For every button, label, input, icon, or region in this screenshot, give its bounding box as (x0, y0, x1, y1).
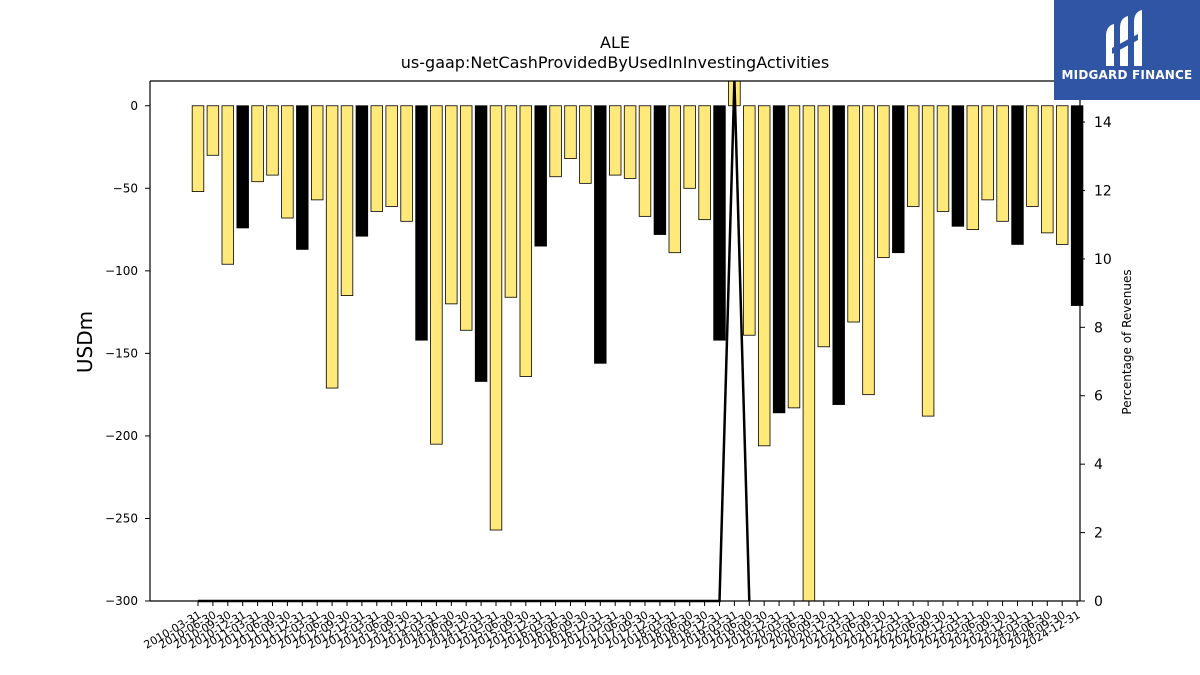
chart-title: ALE (600, 33, 630, 52)
y-tick-label-right: 4 (1094, 457, 1103, 473)
y-tick-label: −250 (105, 511, 138, 525)
bar (608, 105, 622, 176)
y-tick-label-right: 8 (1094, 320, 1103, 336)
bar (534, 105, 547, 247)
bar (653, 105, 667, 235)
bar (474, 105, 488, 382)
bar (564, 105, 577, 159)
bar (221, 105, 235, 265)
bar (757, 105, 771, 447)
bar (683, 105, 696, 189)
bar (579, 105, 592, 184)
y-axis-label-right: Percentage of Revenues (1120, 269, 1134, 414)
bar (787, 105, 801, 409)
bar (415, 105, 428, 341)
bar (906, 105, 920, 207)
bar (772, 105, 786, 414)
bar (1070, 105, 1084, 306)
bar (340, 105, 354, 296)
y-tick-label-right: 6 (1094, 389, 1103, 405)
bar (400, 105, 413, 222)
bar (430, 105, 443, 445)
bar (489, 105, 503, 531)
y-tick-label-right: 12 (1094, 183, 1112, 199)
bar (459, 105, 473, 331)
bar (1055, 105, 1069, 245)
bar (698, 105, 711, 221)
bar (936, 105, 950, 212)
logo-text: MIDGARD FINANCE (1061, 68, 1193, 82)
bar (370, 105, 384, 212)
y-tick-label: −200 (105, 429, 138, 443)
y-tick-label-right: 2 (1094, 526, 1103, 542)
y-tick-label: −300 (105, 594, 138, 608)
y-tick-label: −50 (113, 181, 138, 195)
bar (191, 105, 205, 192)
bar (549, 105, 562, 178)
bar (385, 105, 398, 207)
bar (281, 105, 294, 219)
bar (817, 105, 831, 348)
bar (504, 105, 518, 298)
bar (594, 105, 607, 364)
y-tick-label-right: 0 (1094, 594, 1103, 610)
y-tick-label-right: 14 (1094, 115, 1112, 131)
bar (296, 105, 309, 250)
bar (877, 105, 890, 259)
bar (862, 105, 875, 396)
bar (519, 105, 533, 377)
midgard-logo-icon (1106, 10, 1142, 66)
bar (355, 105, 369, 237)
bar (638, 105, 652, 217)
bar (1011, 105, 1024, 245)
bar (668, 105, 682, 254)
bar (996, 105, 1009, 222)
bar (1041, 105, 1054, 234)
bar (236, 105, 249, 229)
bar (310, 105, 324, 201)
bar (325, 105, 339, 389)
chart-subtitle: us-gaap:NetCashProvidedByUsedInInvesting… (401, 53, 829, 72)
bar (266, 105, 279, 176)
bar (951, 105, 965, 227)
bar (802, 105, 816, 602)
bar (206, 105, 220, 156)
bar (251, 105, 264, 183)
bar (623, 105, 637, 179)
bar (966, 105, 980, 230)
y-tick-label: −100 (105, 264, 138, 278)
bar (743, 105, 756, 336)
brand-logo: MIDGARD FINANCE (1054, 0, 1200, 100)
bar (713, 105, 726, 341)
bar (981, 105, 994, 201)
y-tick-label: 0 (130, 99, 138, 113)
percentage-line (198, 80, 751, 603)
bar (832, 105, 845, 405)
bar (921, 105, 935, 417)
y-tick-label: −150 (105, 346, 138, 360)
bar (1026, 105, 1039, 207)
bar (445, 105, 458, 305)
bar (847, 105, 860, 323)
y-tick-label-right: 10 (1094, 252, 1112, 268)
y-axis-label: USDm (73, 311, 97, 373)
bar (892, 105, 905, 254)
